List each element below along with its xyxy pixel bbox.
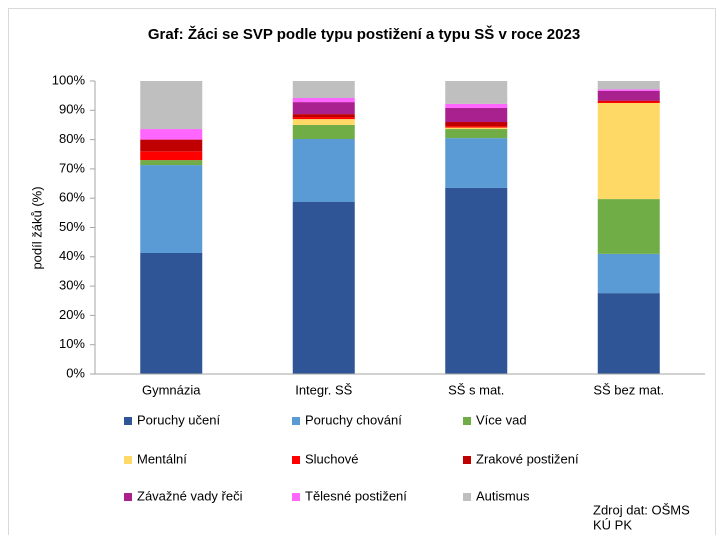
bar-segment	[292, 97, 355, 103]
bar-segment	[445, 126, 508, 128]
legend-swatch	[124, 493, 132, 501]
bar-segment	[445, 129, 508, 139]
y-tick-label: 40%	[59, 248, 85, 263]
x-tick-label: Integr. SŠ	[295, 382, 352, 397]
bar-segment	[292, 114, 355, 118]
bar-segment	[445, 187, 508, 374]
legend-label: Tělesné postižení	[305, 488, 407, 503]
bar-segment	[445, 107, 508, 123]
bar-segment	[292, 202, 355, 374]
legend-label: Závažné vady řeči	[137, 488, 243, 503]
bar-segment	[597, 199, 660, 254]
y-tick-label: 60%	[59, 190, 85, 205]
bar-segment	[140, 129, 203, 140]
legend-swatch	[463, 493, 471, 501]
bar-segment	[445, 138, 508, 188]
y-tick-label: 0%	[66, 365, 85, 380]
x-tick-label: Gymnázia	[142, 382, 201, 397]
bar-segment	[445, 103, 508, 108]
bar-segment	[140, 252, 203, 374]
bar-segment	[445, 127, 508, 130]
legend-swatch	[124, 456, 132, 464]
legend-swatch	[463, 456, 471, 464]
y-tick-label: 100%	[52, 72, 86, 87]
bar-segment	[597, 100, 660, 102]
bar-segment	[140, 81, 203, 130]
legend-swatch	[124, 417, 132, 425]
x-tick-label: SŠ bez mat.	[593, 382, 664, 397]
y-axis-label: podíl žáků (%)	[29, 186, 44, 269]
bar-segment	[597, 81, 660, 90]
legend-label: Poruchy učení	[137, 412, 220, 427]
bar-segment	[140, 151, 203, 161]
bar-segment	[445, 81, 508, 104]
bar-segment	[140, 139, 203, 152]
bar-segment	[292, 117, 355, 120]
legend-swatch	[292, 456, 300, 464]
y-tick-label: 90%	[59, 102, 85, 117]
x-tick-label: SŠ s mat.	[448, 382, 504, 397]
chart-border	[8, 8, 716, 535]
legend-label: Autismus	[476, 488, 530, 503]
bar-segment	[140, 165, 203, 253]
bar-segment	[292, 102, 355, 115]
legend-swatch	[292, 493, 300, 501]
y-tick-label: 30%	[59, 278, 85, 293]
y-tick-label: 80%	[59, 131, 85, 146]
legend-label: Sluchové	[305, 451, 358, 466]
source: KÚ PK	[593, 517, 632, 532]
bar-segment	[597, 90, 660, 101]
bar-segment	[445, 122, 508, 127]
source: Zdroj dat: OŠMS	[593, 502, 690, 517]
y-tick-label: 50%	[59, 219, 85, 234]
bar-segment	[292, 124, 355, 140]
legend-label: Mentální	[137, 451, 187, 466]
bar-segment	[140, 160, 203, 166]
chart-title: Graf: Žáci se SVP podle typu postižení a…	[148, 25, 580, 43]
bar-segment	[292, 81, 355, 98]
legend-label: Poruchy chování	[305, 412, 402, 427]
bar-segment	[292, 139, 355, 203]
legend-swatch	[463, 417, 471, 425]
bar-segment	[597, 89, 660, 91]
legend-swatch	[292, 417, 300, 425]
bar-segment	[597, 102, 660, 200]
y-tick-label: 20%	[59, 307, 85, 322]
bar-segment	[597, 101, 660, 103]
legend-label: Zrakové postižení	[476, 451, 579, 466]
bar-segment	[597, 293, 660, 374]
bar-segment	[597, 253, 660, 294]
legend-label: Více vad	[476, 412, 527, 427]
y-tick-label: 10%	[59, 336, 85, 351]
y-tick-label: 70%	[59, 160, 85, 175]
bar-segment	[292, 119, 355, 125]
